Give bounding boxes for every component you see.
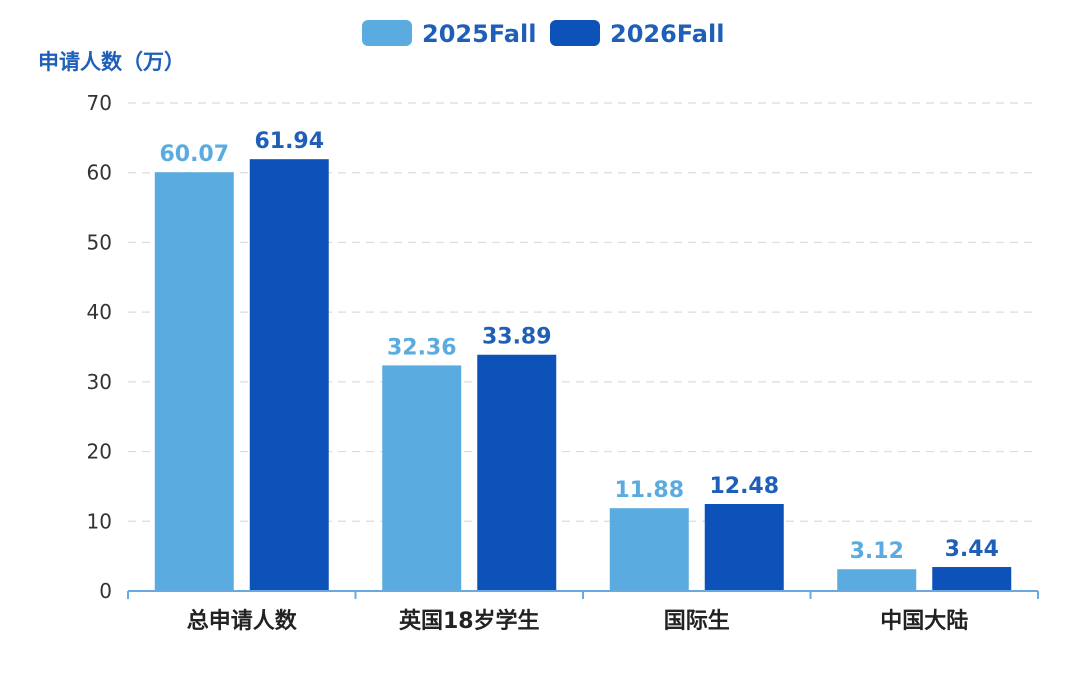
x-tick-label: 英国18岁学生 (399, 608, 540, 634)
bar (704, 503, 784, 591)
legend-swatch-2026fall (550, 20, 600, 46)
bars (154, 159, 1012, 592)
y-tick-label: 50 (87, 230, 112, 254)
bar (477, 354, 557, 591)
bar (249, 159, 329, 592)
y-axis-title: 申请人数（万） (38, 50, 185, 74)
bar-value-label: 3.12 (850, 539, 904, 564)
legend: 2025Fall 2026Fall (362, 20, 724, 48)
bar (382, 365, 462, 591)
x-tick-label: 国际生 (664, 609, 730, 634)
x-tick-label: 总申请人数 (187, 608, 298, 634)
y-axis-ticks: 0 10 20 30 40 50 60 70 (87, 91, 112, 603)
y-tick-label: 10 (87, 509, 112, 533)
y-tick-label: 60 (87, 161, 112, 185)
x-axis-labels: 总申请人数 英国18岁学生 国际生 中国大陆 (187, 608, 969, 634)
y-tick-label: 30 (87, 370, 112, 394)
x-axis-ticks (127, 591, 1039, 599)
bar-value-label: 3.44 (945, 537, 999, 562)
grid (128, 102, 1038, 522)
y-tick-label: 0 (99, 579, 112, 603)
legend-label-2026fall: 2026Fall (610, 20, 724, 48)
bar (932, 567, 1012, 591)
legend-swatch-2025fall (362, 20, 412, 46)
bar-value-label: 12.48 (709, 474, 779, 499)
bar-value-label: 32.36 (387, 335, 457, 360)
bar-value-label: 60.07 (159, 142, 229, 167)
x-tick-label: 中国大陆 (880, 609, 968, 634)
bar (609, 508, 689, 591)
bar (837, 569, 917, 591)
y-tick-label: 70 (87, 91, 112, 115)
y-tick-label: 20 (87, 440, 112, 464)
bar (154, 172, 234, 591)
bar-value-label: 11.88 (614, 478, 684, 503)
bar-value-label: 61.94 (254, 129, 324, 154)
y-tick-label: 40 (87, 300, 112, 324)
bar-value-label: 33.89 (482, 325, 552, 350)
value-labels: 60.07 61.94 32.36 33.89 11.88 12.48 3.12 3.44 (159, 129, 998, 564)
legend-label-2025fall: 2025Fall (422, 20, 536, 48)
